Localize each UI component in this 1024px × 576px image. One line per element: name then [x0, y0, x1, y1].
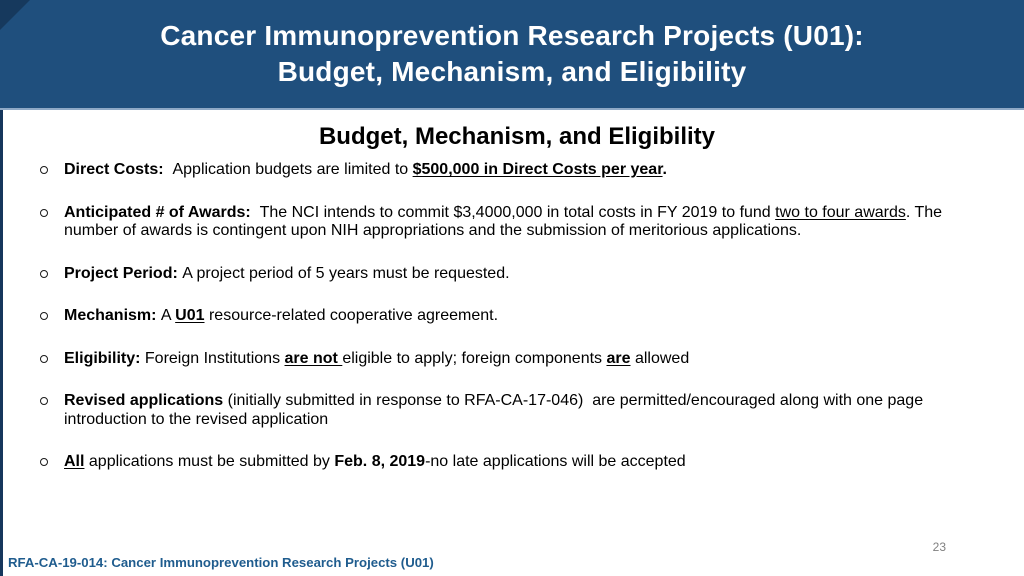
section-heading: Budget, Mechanism, and Eligibility	[318, 123, 716, 150]
slide-title-line1: Cancer Immunoprevention Research Project…	[160, 20, 864, 51]
text-run: Feb. 8, 2019	[334, 453, 426, 470]
left-edge-bar	[0, 110, 3, 576]
slide-title-line2: Budget, Mechanism, and Eligibility	[277, 56, 747, 87]
text-run: A project period of 5 years must be requ…	[182, 264, 510, 282]
page-number: 23	[932, 540, 946, 554]
bullet-item: Mechanism: A U01 resource-related cooper…	[38, 307, 996, 326]
bullet-text: Eligibility: Foreign Institutions are no…	[64, 350, 689, 367]
text-run: -no late applications will be accepted	[425, 453, 686, 470]
text-run: The NCI intends to commit $3,4000,000 in…	[259, 203, 776, 221]
text-run: Revised applications	[64, 392, 228, 409]
footer-rfa-reference: RFA-CA-19-014: Cancer Immunoprevention R…	[8, 555, 434, 570]
text-run: Foreign Institutions	[144, 349, 285, 367]
text-run: resource-related cooperative agreement.	[204, 307, 499, 324]
text-run: A	[160, 307, 176, 324]
bullet-text: Project Period: A project period of 5 ye…	[64, 265, 510, 282]
text-run: eligible to apply; foreign components	[342, 349, 607, 367]
bullet-item: Direct Costs: Application budgets are li…	[38, 161, 996, 180]
slide-header-banner: Cancer Immunoprevention Research Project…	[0, 0, 1024, 110]
bullet-circle-icon	[40, 354, 48, 363]
text-run: Mechanism:	[64, 307, 161, 324]
bullet-item: Eligibility: Foreign Institutions are no…	[38, 350, 996, 369]
text-run: allowed	[630, 349, 690, 367]
bullet-item: Anticipated # of Awards: The NCI intends…	[38, 204, 996, 241]
text-run: applications must be submitted by	[84, 453, 335, 470]
bullet-item: All applications must be submitted by Fe…	[38, 453, 996, 472]
bullet-text: Mechanism: A U01 resource-related cooper…	[64, 307, 498, 324]
bullet-item: Project Period: A project period of 5 ye…	[38, 265, 996, 284]
bullet-circle-icon	[40, 208, 48, 217]
text-run: $500,000 in Direct Costs per year	[412, 161, 663, 178]
text-run: are	[606, 349, 631, 367]
text-run: Direct Costs:	[64, 161, 173, 178]
bullet-circle-icon	[40, 269, 48, 278]
text-run: Project Period:	[64, 264, 183, 282]
bullet-text: Revised applications (initially submitte…	[64, 392, 928, 428]
text-run: U01	[175, 307, 205, 324]
text-run: All	[64, 453, 85, 470]
corner-fold-accent	[0, 0, 30, 30]
text-run: .	[662, 161, 667, 178]
bullet-circle-icon	[40, 312, 48, 320]
text-run: are not	[284, 349, 343, 367]
text-run: (initially submitted in response to RFA-…	[64, 392, 928, 428]
bullet-circle-icon	[40, 397, 48, 405]
bullet-text: Anticipated # of Awards: The NCI intends…	[64, 204, 947, 240]
text-run: two to four awards	[775, 203, 906, 221]
bullet-text: Direct Costs: Application budgets are li…	[64, 161, 667, 178]
text-run: . The number of awards is contingent upo…	[64, 203, 947, 240]
bullet-list: Direct Costs: Application budgets are li…	[38, 161, 996, 472]
text-run: Anticipated # of Awards:	[64, 203, 260, 221]
slide-body: Budget, Mechanism, and Eligibility Direc…	[0, 110, 1024, 496]
text-run: Application budgets are limited to	[172, 161, 413, 178]
bullet-circle-icon	[40, 458, 48, 466]
bullet-circle-icon	[40, 166, 48, 174]
bullet-item: Revised applications (initially submitte…	[38, 392, 996, 429]
bullet-text: All applications must be submitted by Fe…	[64, 453, 686, 470]
text-run: Eligibility:	[64, 349, 145, 367]
